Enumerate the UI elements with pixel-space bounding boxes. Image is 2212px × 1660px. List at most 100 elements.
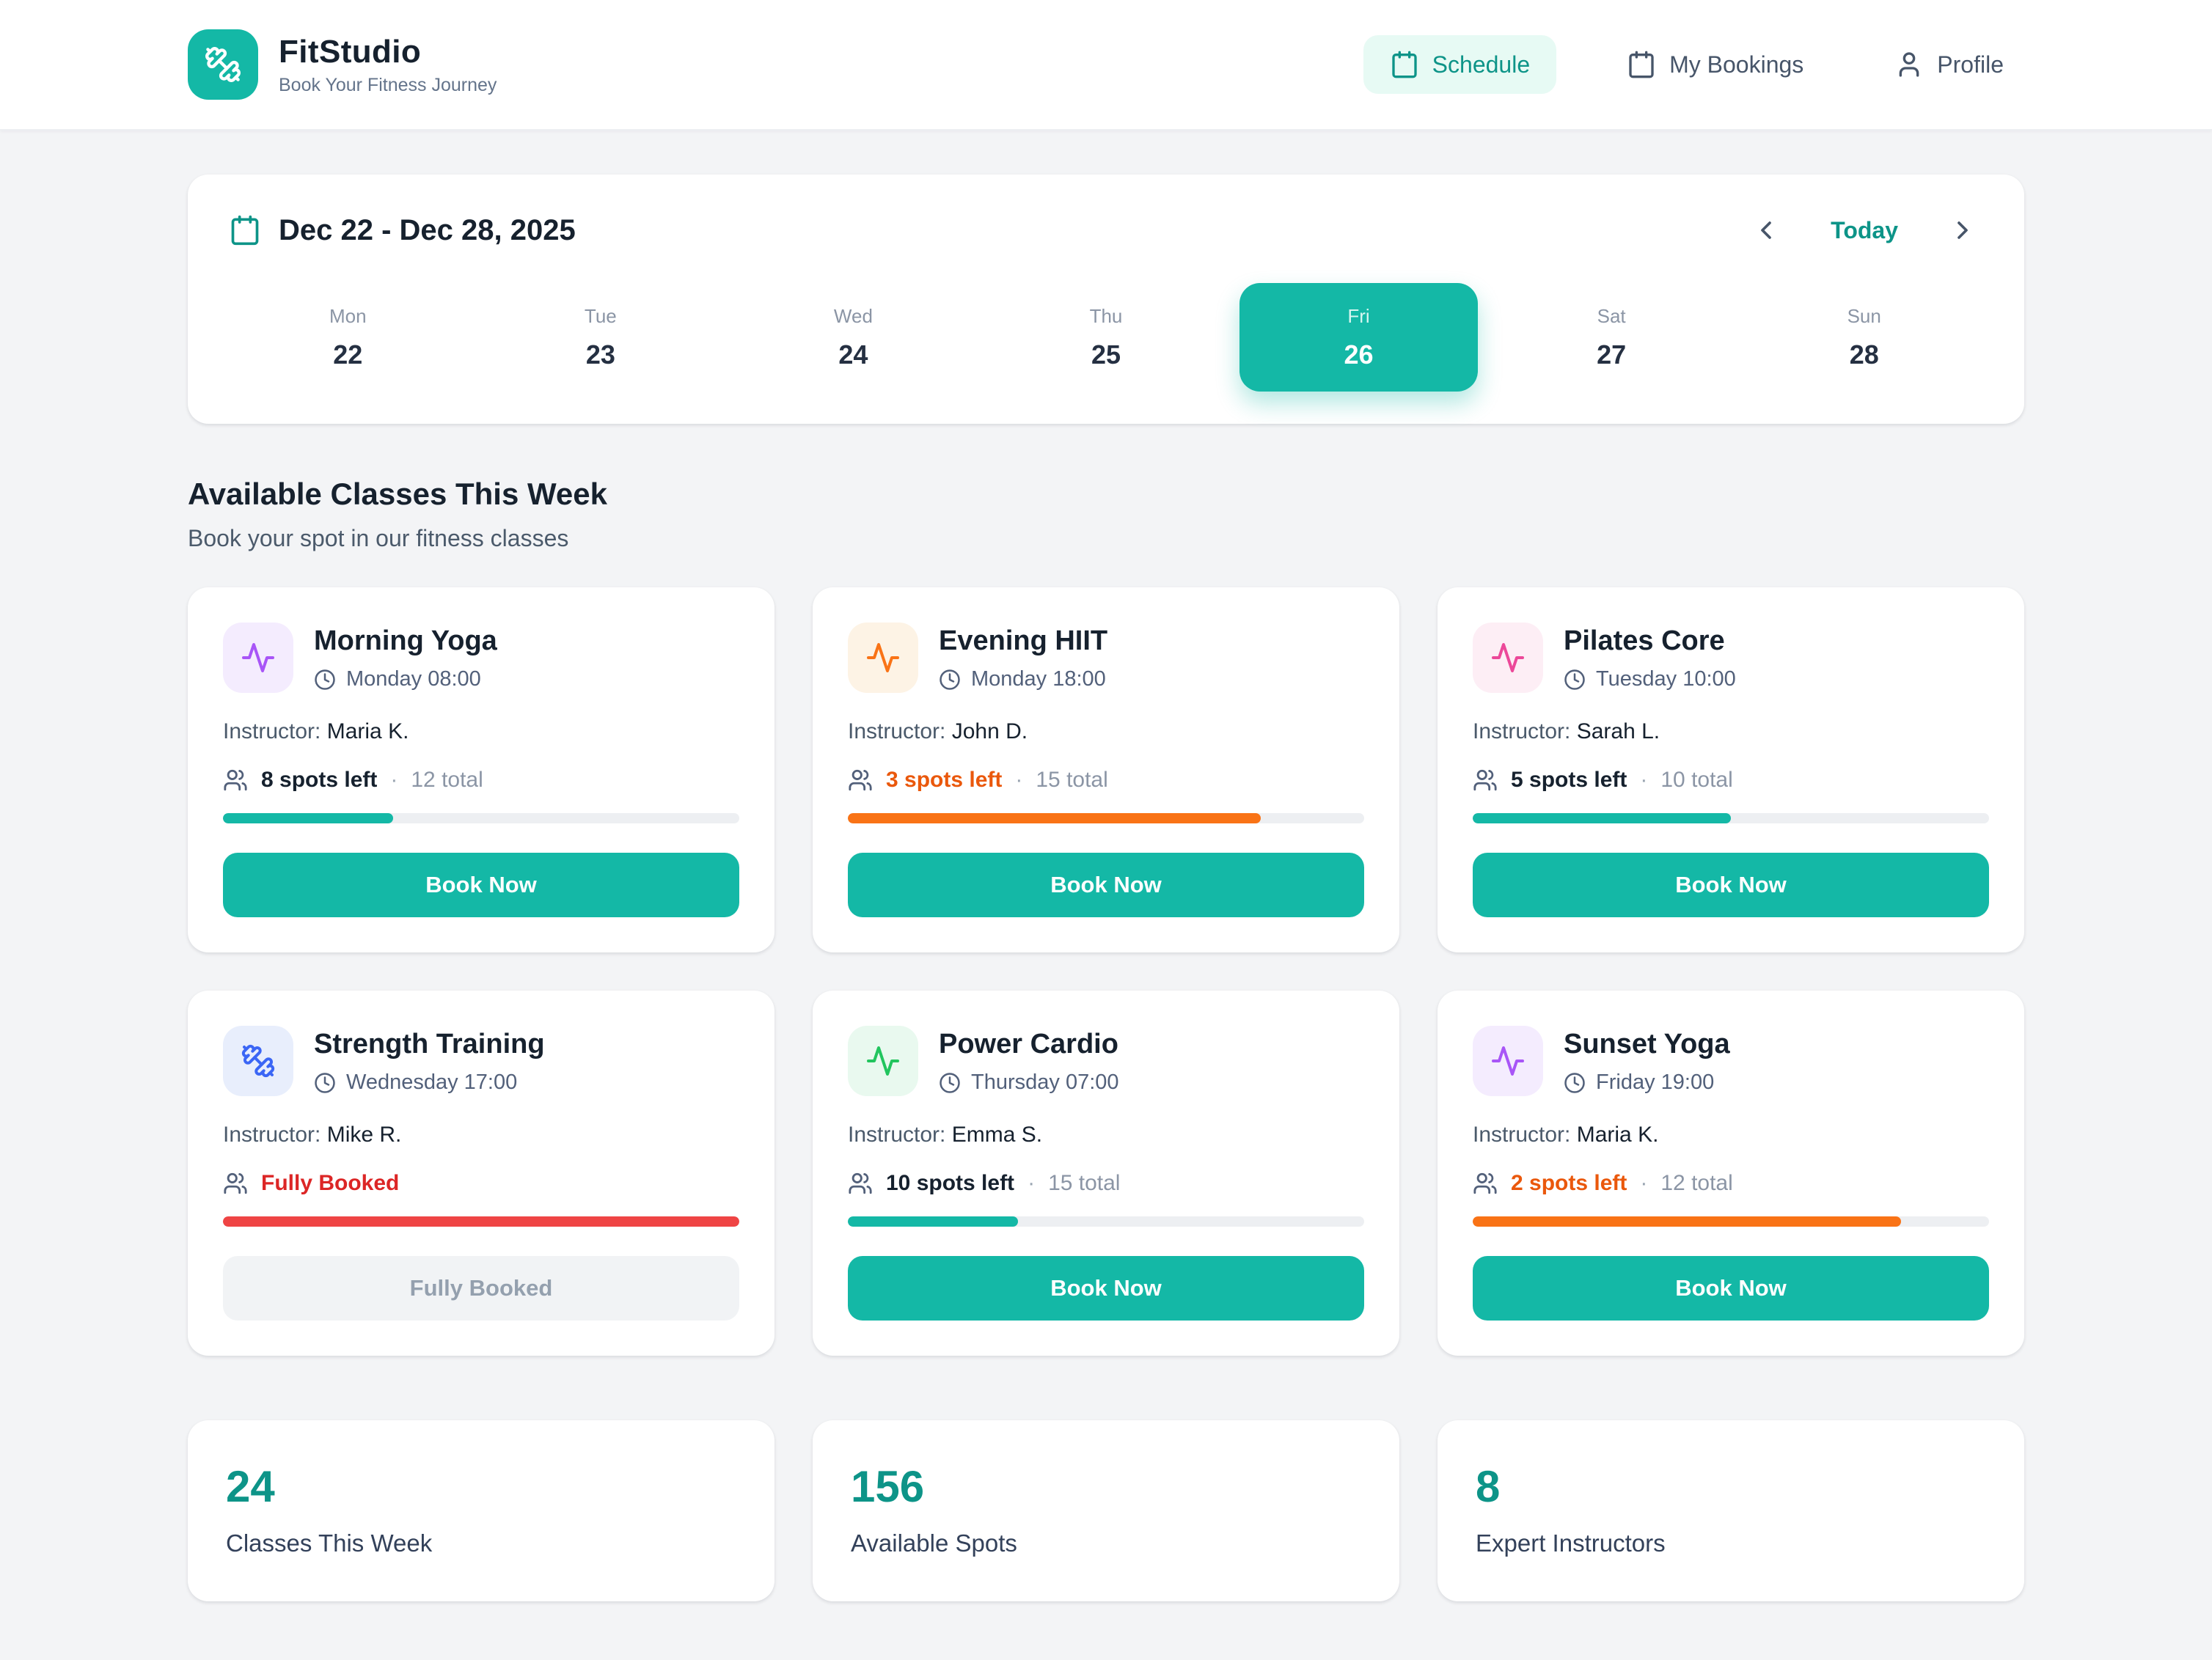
next-week-button[interactable] [1942,210,1983,251]
stats-row: 24 Classes This Week 156 Available Spots… [188,1420,2024,1601]
users-icon [223,1171,248,1196]
instructor-row: Instructor: John D. [848,719,1028,743]
capacity-progressbar [1473,1216,1989,1227]
instructor-name: Mike R. [326,1123,402,1147]
brand: FitStudio Book Your Fitness Journey [188,29,497,100]
clock-icon [939,669,961,691]
separator-dot: · [390,768,398,792]
calendar-icon [1390,50,1419,79]
day-cell-sun[interactable]: Sun 28 [1745,283,1983,392]
dumbbell-icon [223,1026,293,1096]
stat-value: 24 [226,1462,275,1511]
day-cell-mon[interactable]: Mon 22 [229,283,467,392]
spots-total-label: 12 total [1660,1171,1733,1195]
nav-my-bookings[interactable]: My Bookings [1606,35,1824,94]
users-icon [1473,768,1498,793]
class-title: Evening HIIT [939,625,1108,656]
stat-label: Classes This Week [226,1529,433,1557]
spots-total-label: 15 total [1036,768,1108,792]
calendar-icon [229,214,261,246]
day-name: Tue [584,304,617,327]
day-name: Mon [329,304,367,327]
instructor-row: Instructor: Maria K. [1473,1123,1659,1147]
day-date: 27 [1597,339,1627,370]
users-icon [1473,1171,1498,1196]
activity-icon [223,622,293,693]
class-time-label: Monday 08:00 [346,667,481,691]
separator-dot: · [1640,768,1648,792]
day-name: Thu [1089,304,1123,327]
book-now-button[interactable]: Book Now [223,853,739,917]
clock-icon [939,1072,961,1094]
capacity-progressbar [848,1216,1364,1227]
day-cell-wed[interactable]: Wed 24 [734,283,973,392]
activity-icon [1473,622,1543,693]
day-name: Fri [1347,304,1370,327]
class-grid: Morning Yoga Monday 08:00 Instructor: Ma… [188,587,2024,1356]
activity-icon [1473,1026,1543,1096]
instructor-name: Emma S. [951,1123,1043,1147]
book-now-button[interactable]: Book Now [1473,1256,1989,1321]
day-name: Wed [833,304,873,327]
stat-value: 156 [851,1462,925,1511]
class-time-label: Friday 19:00 [1596,1070,1715,1094]
activity-icon [848,622,918,693]
day-date: 25 [1091,339,1121,370]
week-selector-card: Dec 22 - Dec 28, 2025 Today [188,175,2024,424]
stat-available-spots: 156 Available Spots [813,1420,1399,1601]
capacity-progressbar [848,813,1364,823]
class-card-power-cardio: Power Cardio Thursday 07:00 Instructor: … [813,991,1399,1356]
capacity-progressbar [223,1216,739,1227]
week-day-row: Mon 22 Tue 23 Wed 24 Thu 25 Fri 26 [229,283,1983,392]
class-time-label: Thursday 07:00 [971,1070,1119,1094]
section-title: Available Classes This Week [188,477,607,511]
user-icon [1894,50,1924,79]
day-date: 23 [585,339,615,370]
class-card-morning-yoga: Morning Yoga Monday 08:00 Instructor: Ma… [188,587,774,952]
book-now-button[interactable]: Book Now [848,853,1364,917]
users-icon [848,1171,873,1196]
day-cell-thu[interactable]: Thu 25 [987,283,1226,392]
instructor-row: Instructor: Emma S. [848,1123,1043,1147]
class-title: Sunset Yoga [1564,1029,1730,1059]
day-cell-tue[interactable]: Tue 23 [482,283,720,392]
instructor-row: Instructor: Mike R. [223,1123,402,1147]
class-title: Strength Training [314,1029,545,1059]
app-header: FitStudio Book Your Fitness Journey Sche… [0,0,2212,131]
class-card-pilates-core: Pilates Core Tuesday 10:00 Instructor: S… [1438,587,2024,952]
separator-dot: · [1015,768,1023,792]
prev-week-button[interactable] [1746,210,1787,251]
clock-icon [1564,1072,1586,1094]
stat-value: 8 [1476,1462,1501,1511]
spots-left-label: 5 spots left [1511,768,1627,792]
day-name: Sat [1597,304,1626,327]
day-cell-fri-selected[interactable]: Fri 26 [1239,283,1478,392]
nav-schedule-label: Schedule [1432,51,1531,78]
stat-label: Available Spots [851,1529,1017,1557]
day-name: Sun [1847,304,1881,327]
instructor-row: Instructor: Maria K. [223,719,409,743]
instructor-name: Maria K. [1576,1123,1659,1147]
book-now-button[interactable]: Book Now [848,1256,1364,1321]
nav-profile[interactable]: Profile [1874,35,2024,94]
class-title: Morning Yoga [314,625,497,656]
spots-total-label: 15 total [1048,1171,1121,1195]
activity-icon [848,1026,918,1096]
class-title: Pilates Core [1564,625,1725,656]
fully-booked-button[interactable]: Fully Booked [223,1256,739,1321]
book-now-button[interactable]: Book Now [1473,853,1989,917]
separator-dot: · [1640,1171,1648,1195]
stat-label: Expert Instructors [1476,1529,1666,1557]
nav-schedule[interactable]: Schedule [1363,35,1557,94]
app-title: FitStudio [279,33,422,70]
day-cell-sat[interactable]: Sat 27 [1493,283,1731,392]
capacity-progressbar [1473,813,1989,823]
class-time-label: Wednesday 17:00 [346,1070,518,1094]
calendar-icon [1627,50,1656,79]
class-card-evening-hiit: Evening HIIT Monday 18:00 Instructor: Jo… [813,587,1399,952]
day-date: 22 [333,339,363,370]
class-time-label: Monday 18:00 [971,667,1106,691]
today-button[interactable]: Today [1831,216,1898,243]
spots-left-label: 8 spots left [261,768,378,792]
